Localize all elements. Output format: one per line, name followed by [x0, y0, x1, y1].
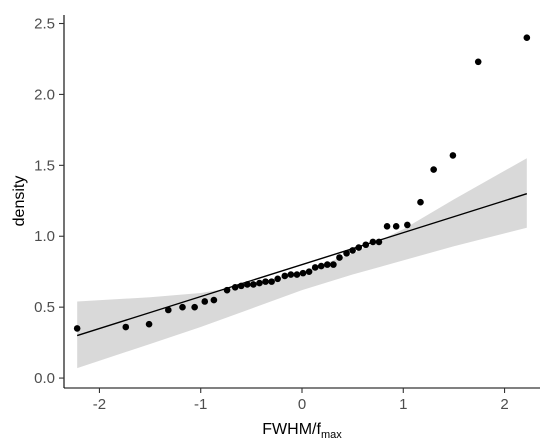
data-point [179, 303, 186, 311]
data-point [145, 320, 153, 328]
data-point [404, 221, 411, 229]
data-point [317, 262, 325, 270]
data-point [474, 58, 482, 66]
data-point [274, 275, 281, 283]
data-point [299, 269, 307, 277]
data-point [383, 223, 391, 230]
y-tick-label: 2.5 [34, 16, 55, 33]
x-tick-label: -1 [194, 396, 207, 413]
data-point [231, 284, 239, 291]
data-point [355, 244, 363, 251]
data-point [330, 261, 337, 268]
data-points-layer [73, 34, 531, 332]
data-point [523, 34, 531, 41]
confidence-band-layer [77, 158, 527, 369]
data-point [191, 303, 198, 311]
data-point [369, 238, 377, 246]
data-point [237, 282, 245, 290]
data-point [223, 286, 231, 294]
x-tick-label: 0 [298, 396, 306, 413]
data-point [201, 298, 209, 305]
data-point [324, 261, 331, 268]
data-point [287, 271, 295, 278]
data-point [256, 279, 263, 287]
data-point [375, 238, 383, 246]
data-point [362, 241, 370, 249]
data-point [293, 271, 301, 278]
regression-line [76, 193, 528, 337]
data-point [268, 278, 275, 285]
data-point [165, 306, 172, 314]
y-tick-label: 2.0 [34, 86, 55, 103]
x-axis-title: FWHM/fmax [262, 421, 342, 441]
data-point [336, 254, 343, 261]
data-point [73, 325, 81, 332]
data-point [449, 152, 457, 159]
confidence-band [77, 158, 527, 369]
data-point [311, 264, 319, 271]
x-tick-label: 1 [399, 396, 407, 413]
data-point [281, 272, 289, 280]
data-point [122, 323, 130, 331]
y-tick-label: 0.5 [34, 299, 55, 316]
data-point [417, 198, 424, 206]
y-axis-title: density [11, 176, 28, 227]
data-point [343, 249, 350, 257]
x-tick-label: -2 [93, 396, 106, 413]
data-point [262, 278, 269, 285]
data-point [349, 247, 356, 254]
y-tick-label: 1.0 [34, 228, 55, 245]
data-point [244, 281, 251, 288]
y-tick-label: 0.0 [34, 370, 55, 387]
y-tick-label: 1.5 [34, 157, 55, 174]
fit-line-layer [76, 193, 528, 337]
data-point [305, 268, 313, 276]
data-point [430, 166, 437, 173]
x-tick-label: 2 [500, 396, 508, 413]
data-point [210, 296, 218, 304]
data-point [250, 281, 257, 288]
data-point [392, 223, 400, 230]
axis-ticks: -2 -1 0 1 2 0.0 0.5 1.0 1.5 2.0 2.5 [34, 16, 509, 413]
